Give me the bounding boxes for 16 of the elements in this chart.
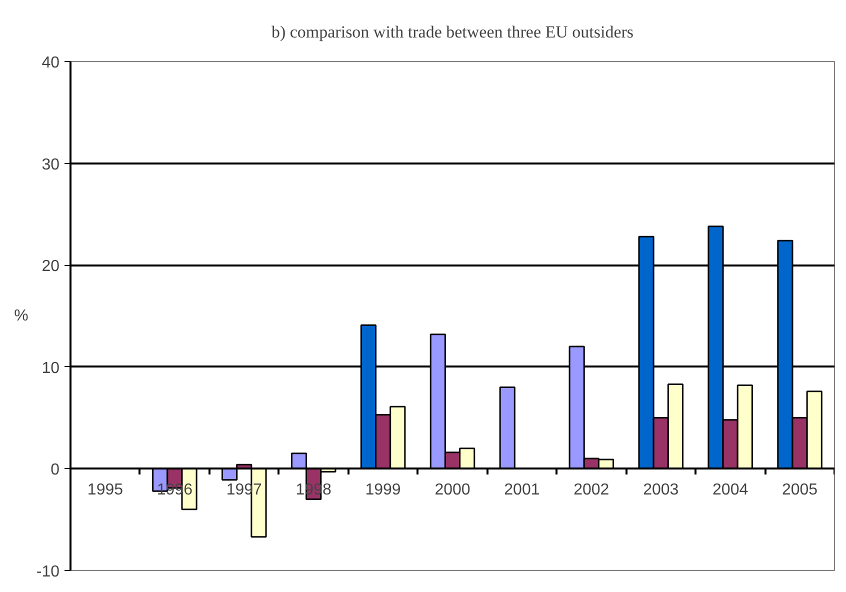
y-tick-label: 0 — [50, 462, 60, 479]
chart-title: b) comparison with trade between three EU outsiders — [271, 22, 634, 42]
x-tick-label: 1999 — [365, 482, 401, 499]
x-tick-label: 2000 — [434, 482, 470, 499]
x-tick-label: 2002 — [574, 482, 610, 499]
y-tick-label: -10 — [36, 564, 60, 580]
y-tick-label: 30 — [42, 156, 60, 174]
y-tick-label: 40 — [42, 54, 60, 72]
x-tick-label: 2004 — [712, 482, 748, 499]
x-tick-label: 2003 — [643, 482, 679, 499]
x-tick-label: 2005 — [782, 482, 818, 499]
x-tick-label: 2001 — [504, 482, 540, 499]
y-tick-label: 20 — [42, 258, 60, 276]
y-axis-title: % — [14, 308, 28, 324]
y-tick-label: 10 — [42, 360, 60, 377]
x-tick-label: 1995 — [87, 482, 124, 499]
